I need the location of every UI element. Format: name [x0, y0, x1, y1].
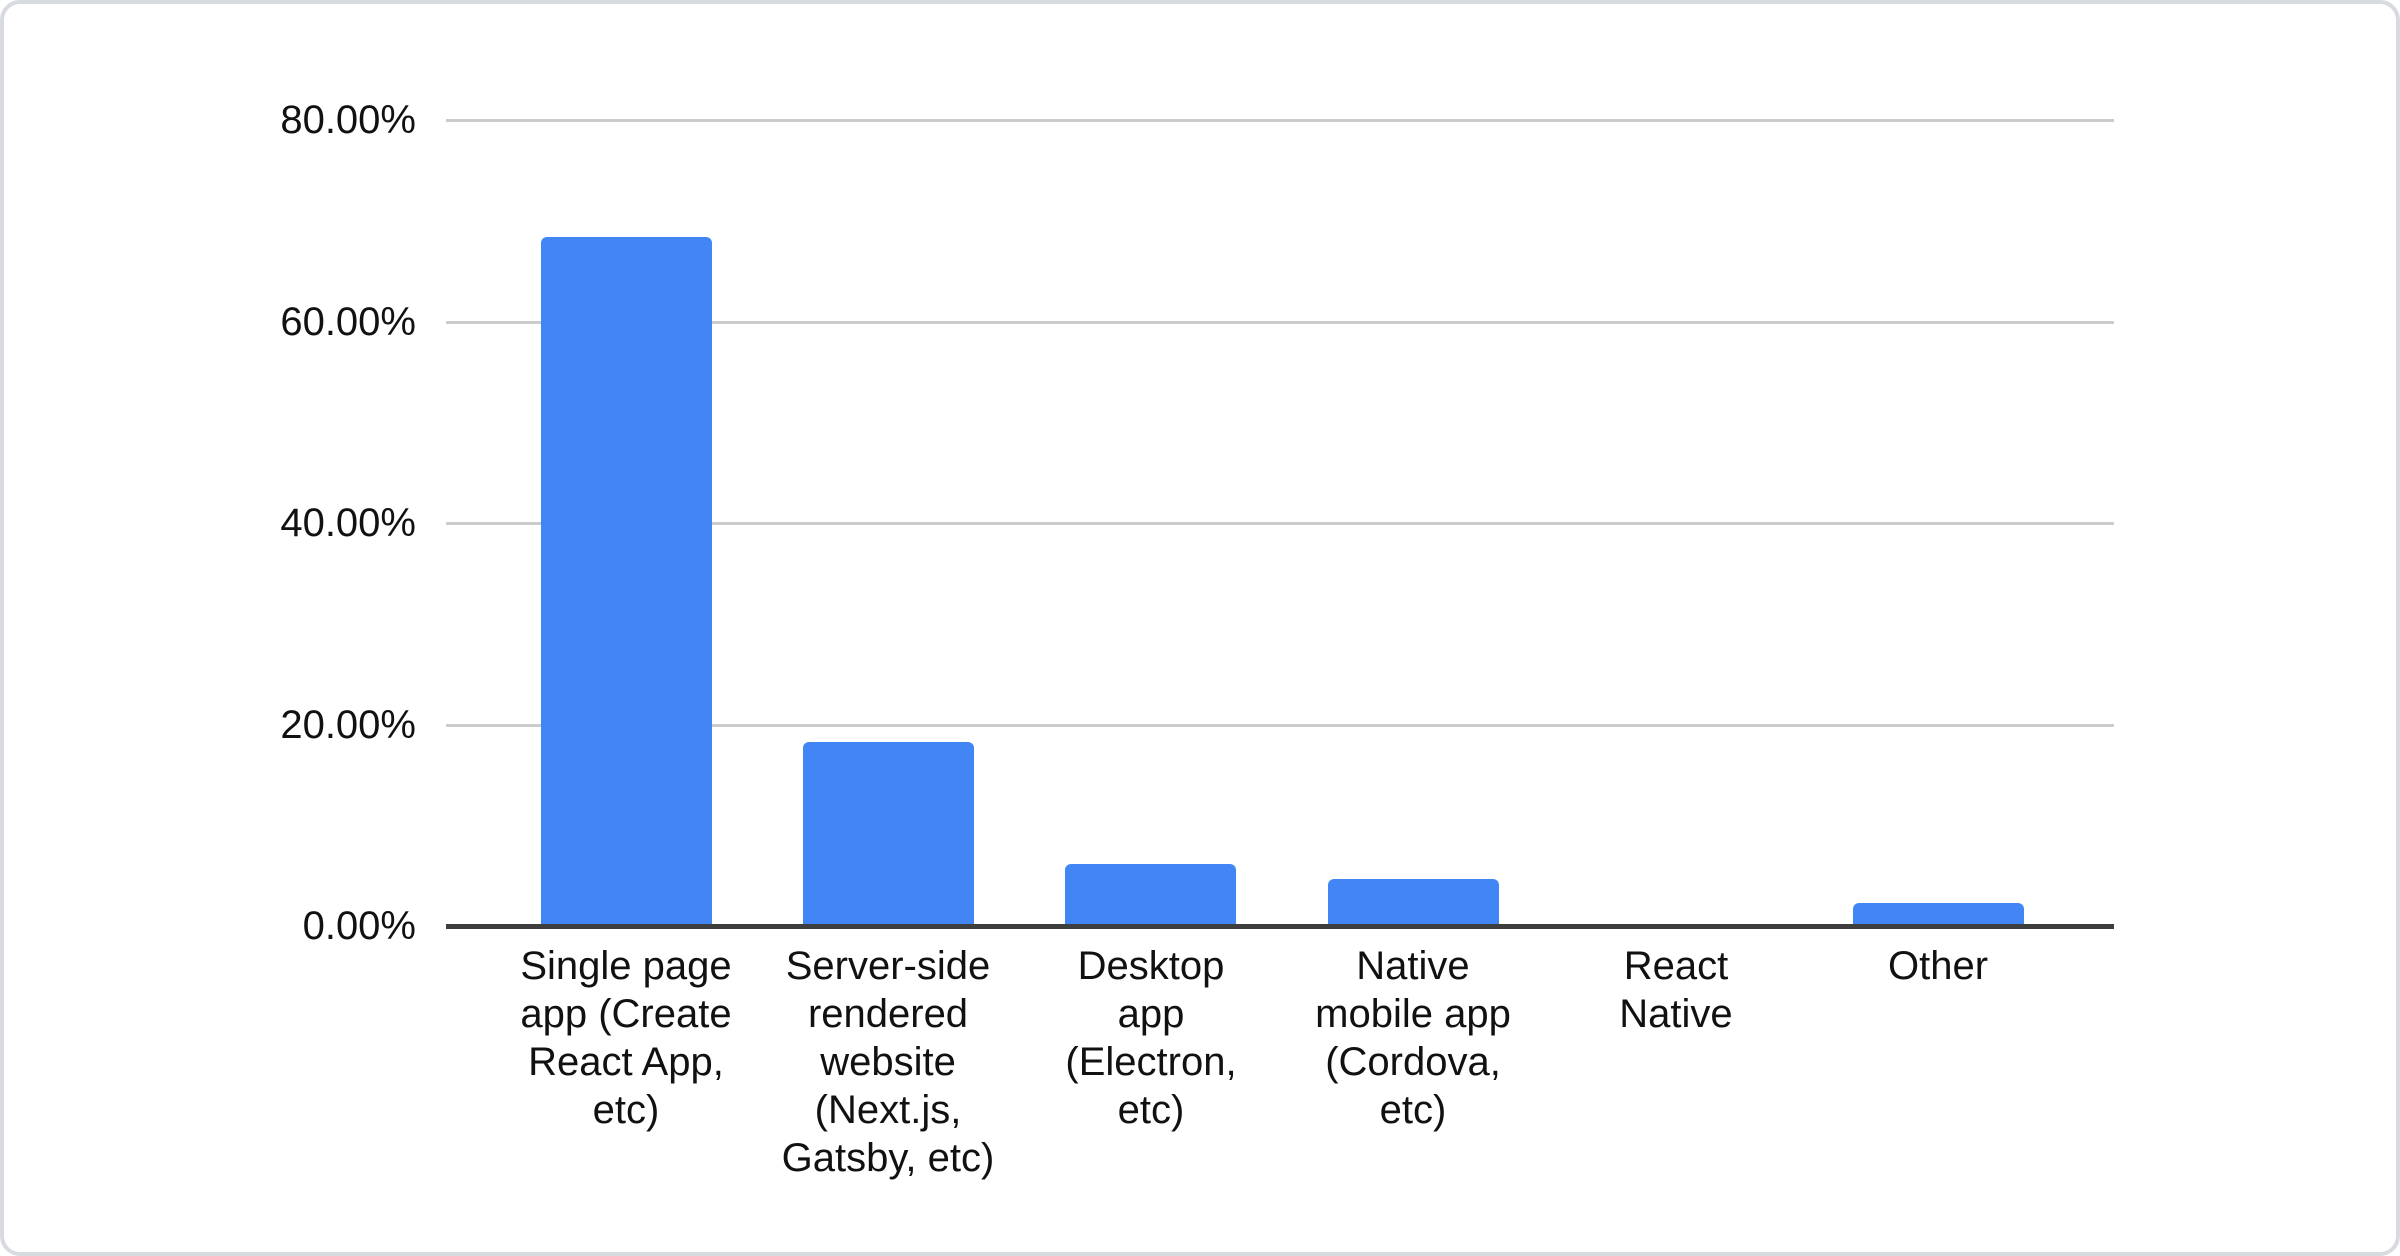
bar [1065, 864, 1236, 926]
x-category-label: Desktop app (Electron, etc) [1065, 944, 1237, 1132]
gridline [446, 724, 2114, 727]
x-category-label: React Native [1619, 944, 1733, 1036]
x-category-label: Server-side rendered website (Next.js, G… [781, 944, 995, 1180]
bar-chart: 0.00% 20.00% 40.00% 60.00% 80.00% Single pag… [4, 4, 2396, 1252]
y-tick-label: 20.00% [280, 703, 416, 747]
bar [1853, 903, 2024, 926]
y-tick-label: 40.00% [280, 501, 416, 545]
gridline [446, 321, 2114, 324]
x-axis-line [446, 924, 2114, 929]
y-tick-label: 0.00% [302, 904, 416, 948]
x-category-label: Native mobile app (Cordova, etc) [1315, 944, 1511, 1132]
bar [541, 237, 712, 926]
bar [803, 742, 974, 926]
bar [1328, 879, 1499, 926]
x-category-label: Single page app (Create React App, etc) [520, 944, 732, 1132]
gridline [446, 119, 2114, 122]
x-category-label: Other [1887, 944, 1989, 988]
gridline [446, 522, 2114, 525]
y-tick-label: 60.00% [280, 300, 416, 344]
y-tick-label: 80.00% [280, 98, 416, 142]
